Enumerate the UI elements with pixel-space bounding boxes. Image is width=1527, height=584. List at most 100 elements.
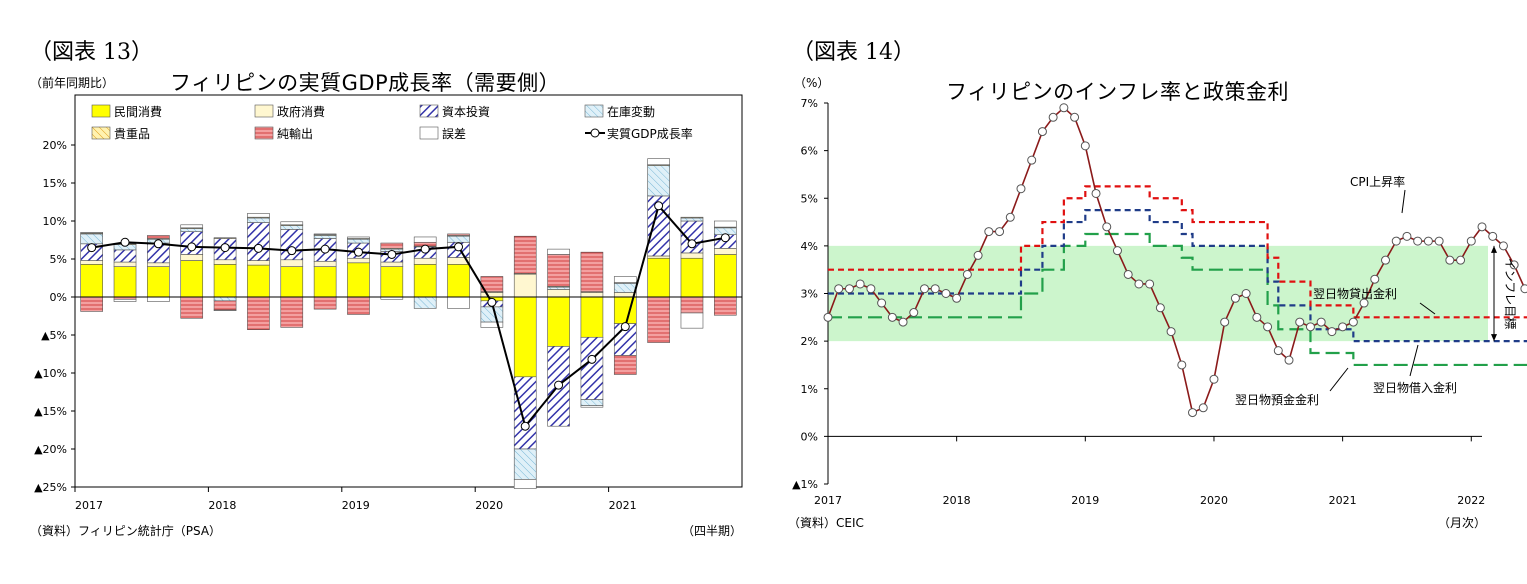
bar-segment-private [313, 266, 337, 298]
y-tick-label: ▲1% [792, 478, 818, 491]
cpi-point [877, 298, 887, 308]
bar-segment-netexp [147, 235, 170, 239]
legend-label-netexp: 純輸出 [277, 126, 313, 141]
x-tick-label: 2018 [943, 494, 971, 507]
bar-segment-gov [247, 260, 270, 266]
cpi-point [1209, 374, 1219, 384]
y-tick-label: 10% [43, 215, 67, 228]
annotation-leader-lending [1419, 302, 1436, 315]
bar-segment-disc [313, 233, 337, 235]
cpi-point [1070, 112, 1080, 122]
bar-segment-netexp [213, 300, 237, 311]
cpi-point [1423, 236, 1433, 246]
bar-segment-inventory [280, 225, 304, 230]
bar-segment-invest [580, 336, 604, 400]
cpi-point [1123, 269, 1133, 279]
cpi-point [1016, 184, 1026, 194]
bar-segment-gov [513, 273, 537, 298]
y-tick-label: 3% [801, 288, 818, 301]
cpi-point [1166, 327, 1176, 337]
cpi-point [1327, 327, 1337, 337]
bar-segment-inventory [180, 228, 204, 232]
period-note: （月次） [1438, 516, 1487, 530]
cpi-point [855, 279, 865, 289]
cpi-point [1027, 155, 1037, 165]
gdp-growth-point [220, 243, 230, 253]
bar-segment-private [147, 266, 170, 298]
cpi-point [1080, 141, 1090, 151]
bar-segment-netexp [447, 233, 470, 236]
legend-swatch-netexp [254, 126, 274, 140]
legend-label-disc: 誤差 [442, 126, 466, 141]
bar-segment-private [347, 262, 370, 298]
bar-segment-inventory [313, 235, 337, 239]
annotation-leader-rrp [1409, 344, 1419, 377]
gdp-growth-point [187, 242, 197, 252]
gdp-chart-panel: （図表 13） （前年同期比） フィリピンの実質GDP成長率（需要側） [0, 0, 760, 584]
x-tick-label: 2022 [1457, 494, 1485, 507]
gdp-growth-point [253, 243, 263, 253]
gdp-growth-point [487, 297, 497, 307]
inflation-chart-panel: （図表 14） （%） フィリピンのインフレ率と政策金利 7% 6% 5% 4% 3% 2… [770, 0, 1527, 584]
legend-swatch-valuables [91, 126, 111, 140]
annotation-cpi: CPI上昇率 [1350, 174, 1405, 189]
bar-segment-invest [113, 249, 137, 263]
bar-segment-gov [714, 248, 737, 255]
bar-segment-invest [280, 229, 304, 261]
bar-segment-inventory [647, 165, 670, 197]
cpi-point [1091, 188, 1101, 198]
bar-segment-inventory [513, 448, 537, 480]
y-tick-label: ▲5% [41, 329, 67, 342]
gdp-growth-point [87, 243, 97, 253]
cpi-point [1059, 103, 1069, 113]
y-tick-label: ▲25% [34, 481, 67, 494]
cpi-point [1048, 112, 1058, 122]
bar-segment-inventory [80, 233, 103, 245]
bar-segment-private [247, 264, 270, 298]
bar-segment-disc [247, 213, 270, 218]
legend-swatch-invest [419, 104, 439, 118]
bar-segment-netexp [313, 296, 337, 310]
cpi-point [1413, 236, 1423, 246]
annotation-leader-cpi [1401, 189, 1406, 214]
x-tick-label: 2020 [1200, 494, 1228, 507]
cpi-point [1520, 284, 1527, 294]
annotation-lending: 翌日物貸出金利 [1313, 286, 1397, 301]
bar-segment-netexp [247, 296, 270, 330]
cpi-point [844, 284, 854, 294]
inflation-chart: 7% 6% 5% 4% 3% 2% 1% 0% ▲1% 2017 2018 2019 2020 2021 2… [792, 97, 1527, 507]
annotation-rrp: 翌日物借入金利 [1373, 380, 1457, 395]
bar-segment-gov [280, 259, 304, 267]
bar-segment-gov [413, 257, 437, 265]
cpi-point [962, 269, 972, 279]
figure-label: （図表 13） [30, 40, 153, 65]
series-line-deposit [828, 232, 1527, 367]
y-tick-label: 1% [801, 383, 818, 396]
bar-segment-netexp [347, 296, 370, 315]
legend-label-gdp: 実質GDP成長率 [607, 126, 693, 141]
bar-segment-private [380, 266, 404, 298]
bar-segment-inventory [447, 235, 470, 243]
gdp-growth-point [420, 244, 430, 254]
y-tick-label: ▲10% [34, 367, 67, 380]
cpi-point [1316, 317, 1326, 327]
legend-swatch-inventory [584, 104, 604, 118]
cpi-point [941, 289, 951, 298]
cpi-point [1338, 322, 1348, 332]
cpi-point [1402, 231, 1412, 241]
cpi-point [1434, 236, 1444, 246]
cpi-point [995, 227, 1005, 237]
bar-segment-inventory [247, 217, 270, 223]
cpi-point [1295, 317, 1305, 327]
bar-segment-netexp [280, 296, 304, 328]
band-arrow-down [1491, 334, 1497, 342]
bar-segment-private [680, 257, 704, 298]
bar-segment-netexp [180, 296, 204, 319]
bar-segment-netexp [647, 296, 670, 343]
cpi-point [1348, 317, 1358, 327]
bar-segment-disc [480, 321, 504, 328]
bar-segment-inventory [480, 306, 504, 323]
bar-segment-private [513, 296, 537, 378]
bar-segment-disc [513, 479, 537, 489]
